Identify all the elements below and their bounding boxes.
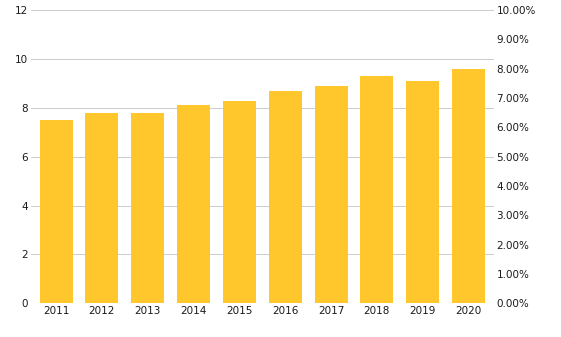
Bar [315, 86, 347, 303]
Bar [40, 120, 72, 303]
Bar [177, 105, 210, 303]
Bar [406, 81, 439, 303]
Bar [360, 76, 393, 303]
Bar [269, 91, 302, 303]
Bar [223, 100, 256, 303]
Bar [85, 113, 118, 303]
Bar [131, 113, 164, 303]
Bar [452, 69, 485, 303]
